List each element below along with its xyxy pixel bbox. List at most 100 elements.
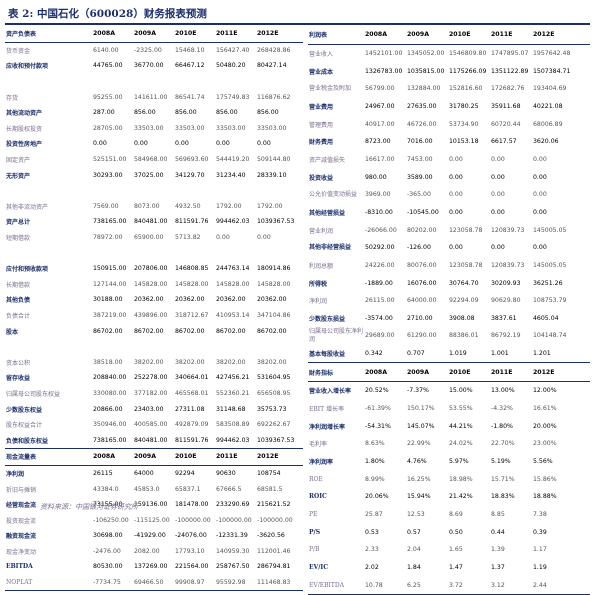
cell-value: 127144.00 <box>93 280 127 288</box>
cell-value: -126.00 <box>407 244 431 252</box>
cell-value: 145828.00 <box>216 280 250 288</box>
cell-value: 95592.98 <box>215 574 256 592</box>
table-row: 资产减值损失 16617.00 7453.00 0.00 0.00 0.00 <box>308 151 590 169</box>
cell-value <box>174 339 215 355</box>
cell-value: 2009A <box>406 26 448 45</box>
cell-value: 1452101.00 <box>365 49 403 57</box>
cell-value: 40221.08 <box>533 102 563 110</box>
cell-value: 29689.00 <box>365 332 395 340</box>
cell-value: 552360.21 <box>216 389 250 397</box>
cell-value: 2008A <box>364 362 406 383</box>
cell-value: 34129.70 <box>175 171 205 179</box>
table-row: 营业费用 24967.00 27635.00 31780.25 35911.68 4022… <box>308 98 590 116</box>
table-row: 其他非流动资产 7569.00 8073.00 4932.50 1792.00 1792.… <box>5 199 303 215</box>
cell-value: -115125.00 <box>134 516 170 524</box>
row-label: 股东权益合计 <box>6 422 43 430</box>
cell-value: -7.37% <box>407 387 429 395</box>
cell-value: 43384.0 <box>93 485 119 493</box>
row-label: 应收和预付款项 <box>6 63 49 71</box>
table-row: EV/IC 2.02 1.84 1.47 1.37 1.19 <box>308 559 590 577</box>
cell-value: 5.19% <box>491 458 511 466</box>
cell-value: 104148.74 <box>533 332 567 340</box>
cell-value: 5.56% <box>533 458 553 466</box>
cell-value: 0.00 <box>216 140 230 148</box>
cell-value: 44765.00 <box>93 62 123 70</box>
cell-value: 172682.76 <box>491 85 525 93</box>
cell-value: 24226.00 <box>365 261 395 269</box>
cell-value: 73155.00 <box>93 501 123 509</box>
table-row: 营业利润 -26066.00 80202.00 123058.78 120839.73 1… <box>308 221 590 239</box>
cell-value: 123058.78 <box>449 261 483 269</box>
cell-value: 5713.82 <box>175 234 201 242</box>
cell-value: 145828.00 <box>257 280 291 288</box>
cell-value: 0.50 <box>449 528 463 536</box>
cell-value: 465568.01 <box>175 389 209 397</box>
cell-value: 811591.76 <box>175 218 209 226</box>
cell-value: 1.47 <box>449 564 463 572</box>
cell-value: 0.00 <box>257 140 271 148</box>
table-row: EBITDA 80530.00 137269.00 221564.00 258767.5… <box>5 559 303 575</box>
cell-value: 2010E <box>448 362 490 383</box>
cell-value: 544419.20 <box>216 156 250 164</box>
table-row: 公允价值变动损益 3969.00 -365.00 0.00 0.00 0.00 <box>308 186 590 204</box>
table-row: 其他流动资产 287.00 856.00 856.00 856.00 856.00 <box>5 105 303 121</box>
table-row: EBIT 增长率 -61.39% 150.17% 53.55% -4.32% 16.61% <box>308 400 590 418</box>
cell-value: 1.84 <box>407 564 421 572</box>
table-row: EV/EBITDA 10.78 6.25 3.72 3.12 2.44 <box>308 576 590 595</box>
cell-value: 20.06% <box>365 493 389 501</box>
cell-value: 0.707 <box>407 350 425 358</box>
cell-value: 15.71% <box>491 475 515 483</box>
cell-value: 994462.03 <box>216 218 250 226</box>
row-label: 营业成本 <box>309 68 334 76</box>
cell-value: 31234.40 <box>216 171 246 179</box>
cell-value: 0.00 <box>533 155 547 163</box>
cell-value: 12.00% <box>533 387 557 395</box>
cell-value: 1.001 <box>491 350 509 358</box>
cell-value: -1.80% <box>491 422 513 430</box>
cell-value: 80076.00 <box>407 261 437 269</box>
cell-value: 38202.00 <box>134 358 164 366</box>
table-row: 归属母公司股东权益 330080.00 377182.00 465568.01 5523… <box>5 386 303 402</box>
cell-value: 347104.86 <box>257 311 291 319</box>
row-label <box>5 183 92 199</box>
cell-value: 1957642.48 <box>533 49 571 57</box>
row-label: 现金流量表 <box>5 448 92 466</box>
cell-value: 45853.0 <box>134 485 160 493</box>
cell-value: 0.00 <box>449 173 463 181</box>
row-label: 股本 <box>6 328 19 336</box>
cell-value: 1345052.00 <box>407 49 445 57</box>
cell-value: 2011E <box>490 362 532 383</box>
cell-value: 8.69 <box>449 511 463 519</box>
table-row: 净利润率 1.80% 4.76% 5.97% 5.19% 5.56% <box>308 453 590 471</box>
cell-value: 387219.00 <box>93 311 127 319</box>
cell-value <box>215 339 256 355</box>
cell-value: 0.00 <box>216 234 230 242</box>
table-row: 利润总额 24226.00 80076.00 123058.78 120839.73 14… <box>308 257 590 275</box>
table-title: 表 2: 中国石化（600028）财务报表预测 <box>8 8 207 20</box>
header-row: 财务指标 2008A 2009A 2010E 2011E 2012E <box>308 362 590 383</box>
cell-value: -61.39% <box>365 405 391 413</box>
table-row: 经营现金流 73155.00 159136.00 181478.00 233290.69… <box>5 497 303 513</box>
cell-value: 2008A <box>92 448 133 466</box>
cell-value: 0.342 <box>365 350 383 358</box>
cell-value: 18.98% <box>449 475 473 483</box>
cell-value: 738165.00 <box>93 436 127 444</box>
cell-value: 525151.00 <box>93 156 127 164</box>
cell-value: 6617.57 <box>491 138 517 146</box>
cell-value: 88386.01 <box>449 332 479 340</box>
cell-value: -100000.00 <box>216 516 252 524</box>
cell-value: 215621.52 <box>257 501 291 509</box>
title-rule <box>5 23 590 25</box>
cell-value: -1889.00 <box>365 279 393 287</box>
table-row: 少数股东权益 20866.00 23403.00 27311.08 31148.68 35… <box>5 401 303 417</box>
cell-value: 53734.90 <box>449 120 479 128</box>
cell-value: 17793.10 <box>175 547 205 555</box>
cell-value: 28705.00 <box>93 124 123 132</box>
cell-value: 0.00 <box>533 173 547 181</box>
cell-value: 1792.00 <box>216 202 242 210</box>
cell-value: 31148.68 <box>216 405 246 413</box>
cell-value: 0.44 <box>491 528 505 536</box>
table-row: 股本 86702.00 86702.00 86702.00 86702.00 86702.… <box>5 323 303 339</box>
cell-value: 0.00 <box>449 191 463 199</box>
table-row: 存货 95255.00 141611.00 86541.74 175749.83 1168… <box>5 89 303 105</box>
